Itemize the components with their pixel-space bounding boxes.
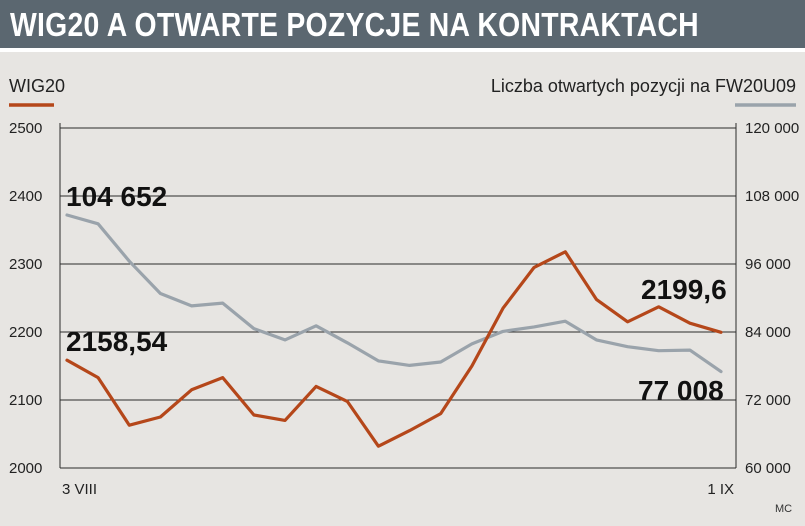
annotation-0: 104 652 (66, 181, 167, 212)
left-tick-label-0: 2000 (9, 460, 42, 477)
gridlines (59, 123, 737, 469)
x-tick-label-start: 3 VIII (62, 481, 97, 498)
left-tick-label-5: 2500 (9, 120, 42, 137)
right-tick-label-2: 84 000 (745, 324, 791, 341)
annotation-1: 2158,54 (66, 326, 168, 357)
left-tick-label-4: 2400 (9, 188, 42, 205)
title-bar: WIG20 A OTWARTE POZYCJE NA KONTRAKTACH (0, 0, 805, 48)
x-tick-label-end: 1 IX (707, 481, 734, 498)
legend: WIG20 Liczba otwartych pozycji na FW20U09 (9, 76, 796, 107)
annotation-2: 2199,6 (641, 274, 727, 305)
series-line-wig20 (65, 250, 723, 448)
left-tick-label-1: 2100 (9, 392, 42, 409)
right-tick-label-4: 108 000 (745, 188, 799, 205)
chart-panel (0, 52, 805, 526)
left-axis-ticks: 2000 2100 2200 2300 2400 2500 (9, 120, 42, 477)
left-tick-label-2: 2200 (9, 324, 42, 341)
right-tick-label-1: 72 000 (745, 392, 791, 409)
series-line-open-positions (65, 213, 723, 374)
legend-label-wig20: WIG20 (9, 76, 65, 96)
annotations: 104 652 2158,54 2199,6 77 008 (66, 181, 727, 406)
right-axis-ticks: 60 000 72 000 84 000 96 000 108 000 120 000 (745, 120, 799, 477)
right-tick-label-0: 60 000 (745, 460, 791, 477)
x-axis-ticks: 3 VIII 1 IX (62, 481, 734, 498)
series-lines (65, 213, 723, 448)
chart-title: WIG20 A OTWARTE POZYCJE NA KONTRAKTACH (10, 6, 699, 43)
right-tick-label-5: 120 000 (745, 120, 799, 137)
left-tick-label-3: 2300 (9, 256, 42, 273)
annotation-3: 77 008 (638, 375, 724, 406)
legend-label-open-positions: Liczba otwartych pozycji na FW20U09 (491, 76, 796, 96)
credit-label: MC (775, 503, 792, 515)
right-tick-label-3: 96 000 (745, 256, 791, 273)
